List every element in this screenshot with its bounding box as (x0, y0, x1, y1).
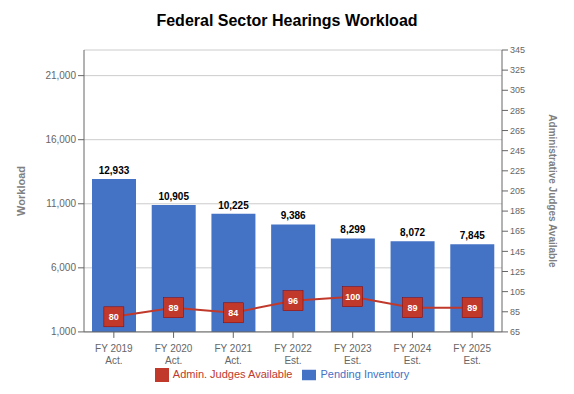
svg-text:FY 2024Est.: FY 2024Est. (394, 343, 432, 366)
svg-text:6,000: 6,000 (51, 262, 76, 273)
svg-text:65: 65 (510, 327, 520, 337)
svg-text:80: 80 (109, 312, 119, 322)
svg-text:11,000: 11,000 (46, 198, 76, 209)
svg-text:16,000: 16,000 (45, 134, 76, 145)
svg-text:8,072: 8,072 (400, 227, 425, 238)
svg-text:265: 265 (510, 126, 525, 136)
svg-text:Administrative Judges Availabl: Administrative Judges Available (547, 114, 558, 268)
svg-text:21,000: 21,000 (45, 70, 76, 81)
svg-text:FY 2019Act.: FY 2019Act. (95, 343, 133, 366)
html-text:Admin. Judges Available: Admin. Judges Available (172, 367, 293, 380)
svg-text:345: 345 (510, 45, 525, 55)
svg-text:125: 125 (510, 267, 525, 277)
svg-text:305: 305 (510, 85, 525, 95)
svg-text:12,933: 12,933 (99, 165, 130, 176)
svg-text:205: 205 (510, 186, 525, 196)
svg-text:FY 2022Est.: FY 2022Est. (274, 343, 312, 366)
svg-text:FY 2023Est.: FY 2023Est. (334, 343, 372, 366)
svg-text:89: 89 (467, 303, 477, 313)
svg-text:7,845: 7,845 (460, 230, 485, 241)
svg-text:FY 2025Est.: FY 2025Est. (453, 343, 491, 366)
svg-text:Workload: Workload (15, 166, 27, 216)
svg-text:285: 285 (510, 106, 525, 116)
svg-text:165: 165 (510, 226, 525, 236)
html-text:Federal Sector Hearings Worklo: Federal Sector Hearings Workload (156, 12, 418, 29)
svg-text:84: 84 (228, 308, 238, 318)
svg-text:8,299: 8,299 (340, 224, 365, 235)
svg-text:85: 85 (510, 307, 520, 317)
svg-text:89: 89 (169, 303, 179, 313)
svg-text:225: 225 (510, 166, 525, 176)
svg-text:10,905: 10,905 (158, 191, 189, 202)
svg-text:FY 2021Act.: FY 2021Act. (214, 343, 252, 366)
svg-text:10,225: 10,225 (218, 200, 249, 211)
svg-text:FY 2020Act.: FY 2020Act. (155, 343, 193, 366)
svg-text:185: 185 (510, 206, 525, 216)
svg-text:105: 105 (510, 287, 525, 297)
svg-text:89: 89 (407, 303, 417, 313)
svg-text:9,386: 9,386 (281, 210, 306, 221)
svg-text:145: 145 (510, 247, 525, 257)
html-text:Pending Inventory: Pending Inventory (320, 367, 410, 380)
svg-text:325: 325 (510, 65, 525, 75)
svg-text:1,000: 1,000 (51, 326, 76, 337)
svg-text:100: 100 (345, 292, 360, 302)
svg-text:245: 245 (510, 146, 525, 156)
svg-text:96: 96 (288, 296, 298, 306)
